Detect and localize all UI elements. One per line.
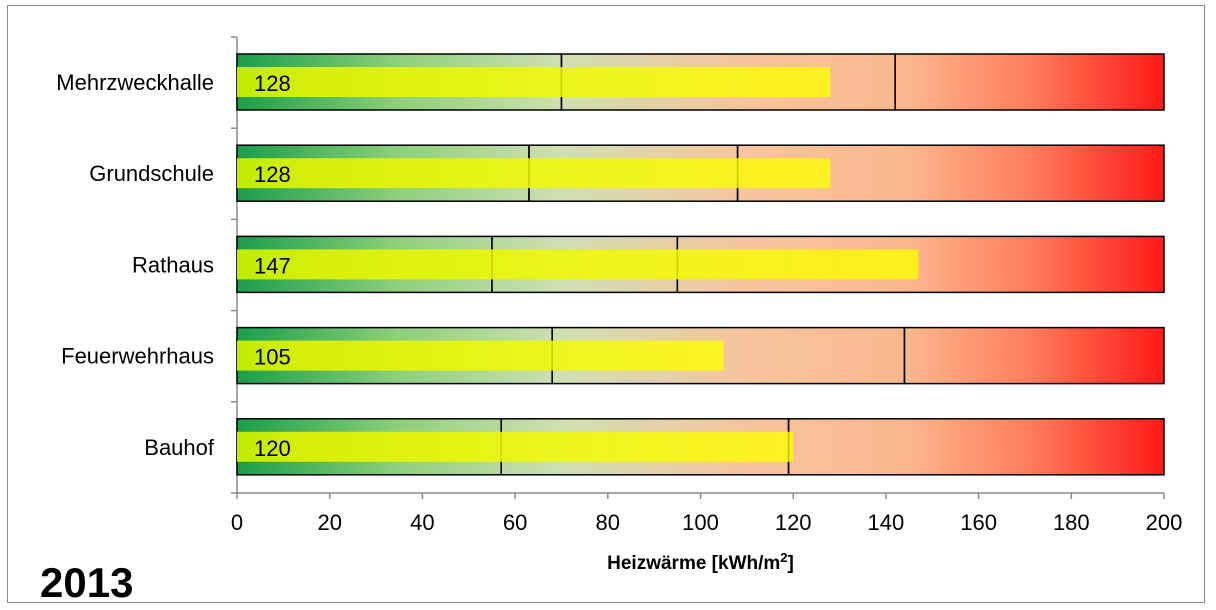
category-label: Grundschule (89, 161, 214, 186)
x-tick-label: 120 (775, 510, 812, 535)
value-bar (237, 340, 724, 371)
x-axis-label-superscript: 2 (780, 550, 787, 565)
value-label: 120 (254, 436, 291, 461)
range-poor (903, 326, 1165, 385)
value-bar (237, 67, 831, 97)
value-bar (237, 431, 794, 462)
year-annotation: 2013 (40, 559, 133, 606)
x-axis-label-end: ] (788, 553, 794, 574)
value-bar (237, 158, 831, 189)
category-label: Mehrzweckhalle (56, 70, 214, 95)
value-label: 128 (254, 162, 291, 187)
x-tick-label: 140 (868, 510, 905, 535)
value-bar (237, 249, 919, 280)
x-tick-label: 180 (1053, 510, 1090, 535)
x-tick-label: 160 (960, 510, 997, 535)
x-tick-label: 60 (503, 510, 527, 535)
range-poor (894, 53, 1165, 111)
category-label: Feuerwehrhaus (61, 344, 214, 369)
x-axis-label-text: Heizwärme [kWh/m (607, 553, 780, 574)
x-tick-label: 100 (682, 510, 719, 535)
category-label: Rathaus (132, 252, 214, 277)
x-tick-label: 200 (1146, 510, 1183, 535)
x-tick-label: 20 (317, 510, 341, 535)
x-tick-label: 80 (596, 510, 620, 535)
chart-frame (7, 5, 1205, 603)
category-label: Bauhof (144, 435, 215, 460)
value-label: 147 (254, 253, 291, 278)
value-label: 128 (254, 71, 291, 96)
plot-area: 0 20 40 60 80 100 120 140 160 180 200 Heizwärme [kW… (56, 36, 1183, 574)
value-label: 105 (254, 345, 291, 370)
x-axis-label: Heizwärme [kWh/m2] (607, 550, 794, 574)
x-tick-label: 40 (410, 510, 434, 535)
x-tick-label: 0 (231, 510, 243, 535)
